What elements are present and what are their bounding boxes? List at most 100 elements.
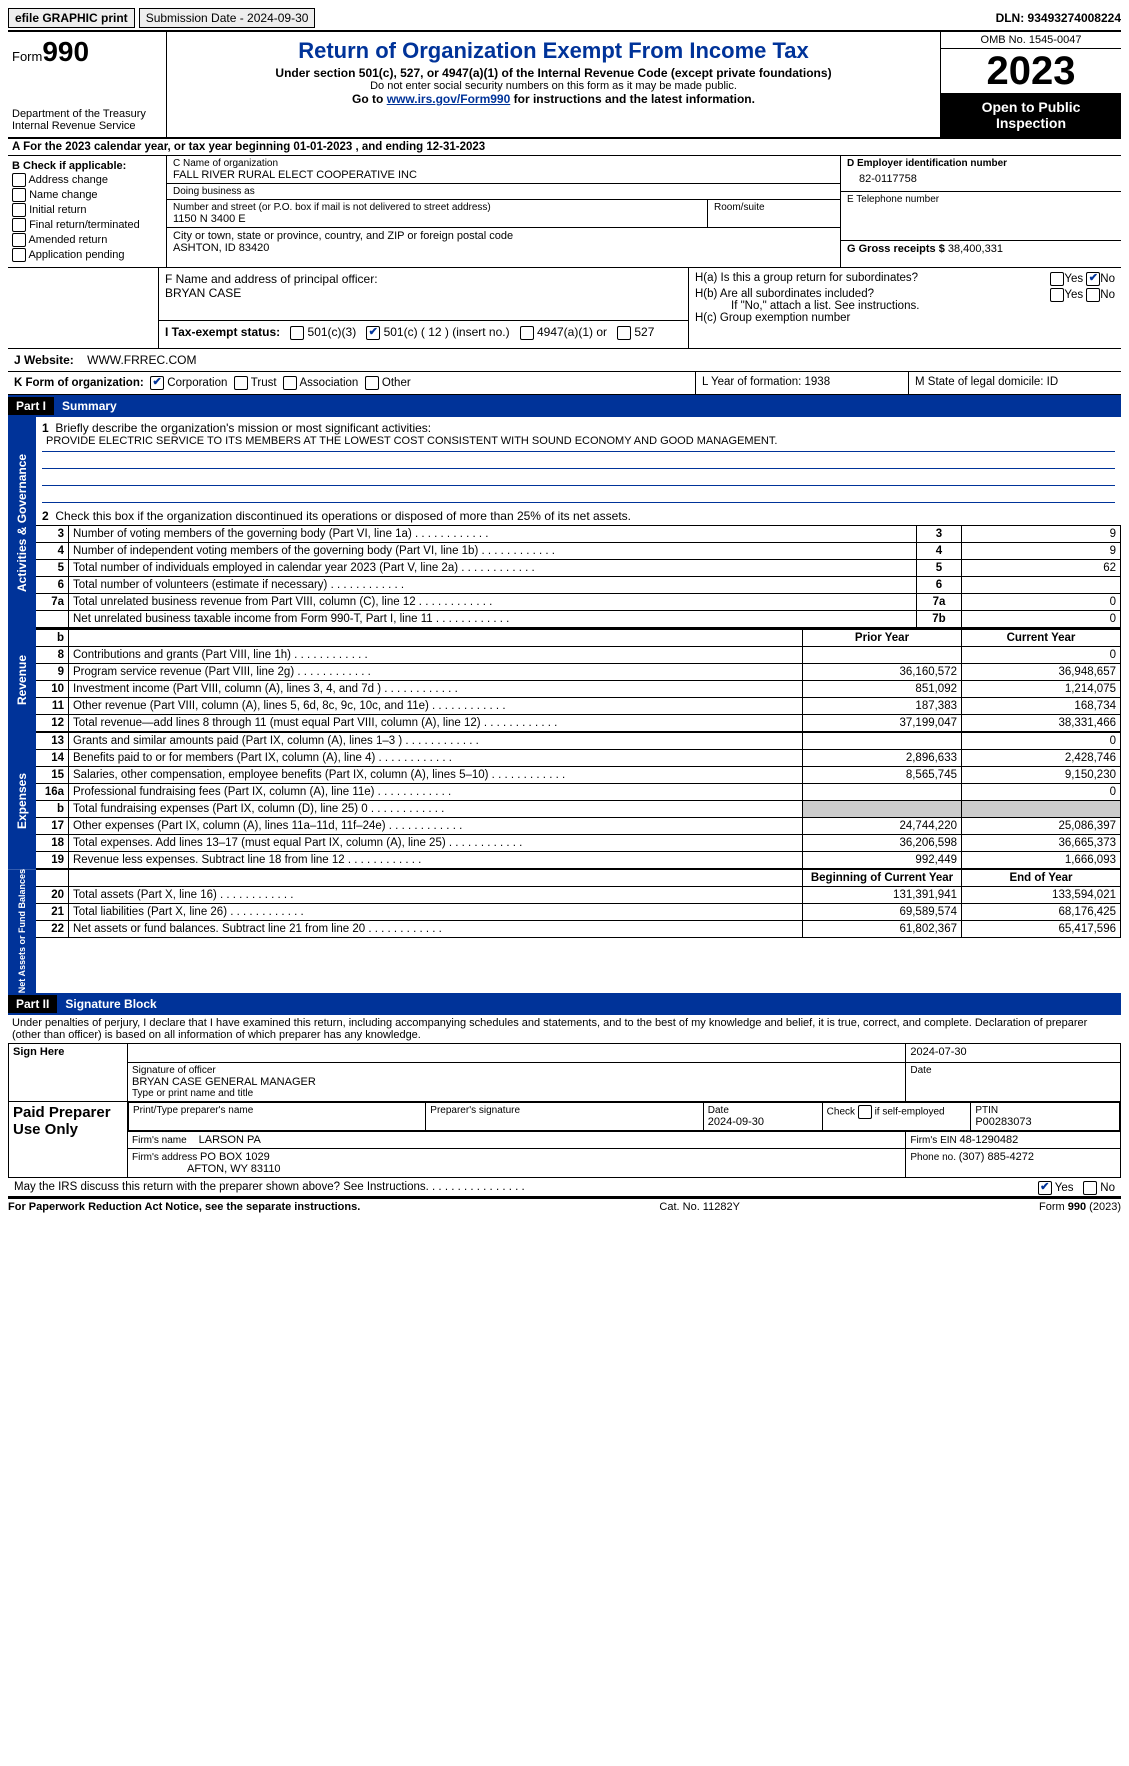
dln: DLN: 93493274008224 [996,11,1121,25]
check-amended-return[interactable] [12,233,26,247]
irs-link[interactable]: www.irs.gov/Form990 [387,92,511,106]
mission-text: PROVIDE ELECTRIC SERVICE TO ITS MEMBERS … [42,435,1115,452]
paperwork-notice: For Paperwork Reduction Act Notice, see … [8,1201,360,1213]
form-header: Form990 Department of the Treasury Inter… [8,32,1121,139]
expenses-table: 13Grants and similar amounts paid (Part … [36,732,1121,869]
form-title: Return of Organization Exempt From Incom… [171,38,936,64]
year-formation: 1938 [805,376,831,388]
firm-name-label: Firm's name [132,1135,189,1146]
preparer-sig-label: Preparer's signature [430,1105,698,1116]
state-domicile: ID [1047,376,1059,388]
check-501c[interactable] [366,326,380,340]
check-527[interactable] [617,326,631,340]
revenue-table: b Prior Year Current Year 8Contributions… [36,628,1121,732]
check-initial-return[interactable] [12,203,26,217]
check-self-employed[interactable] [858,1105,872,1119]
state-domicile-label: M State of legal domicile: [915,376,1047,388]
prep-date: 2024-09-30 [708,1116,764,1128]
net-assets-table: Beginning of Current Year End of Year 20… [36,869,1121,938]
efile-print-button[interactable]: efile GRAPHIC print [8,8,135,28]
preparer-name-label: Print/Type preparer's name [133,1105,421,1116]
hc-label: H(c) Group exemption number [695,312,1115,324]
dba-label: Doing business as [173,186,834,197]
firm-addr1: PO BOX 1029 [200,1151,270,1163]
dept-irs: Internal Revenue Service [12,120,162,132]
street-value: 1150 N 3400 E [173,213,701,225]
form-subtitle-1: Under section 501(c), 527, or 4947(a)(1)… [171,66,936,80]
ein-value: 82-0117758 [847,169,1115,189]
check-name-change[interactable] [12,188,26,202]
gross-receipts-value: 38,400,331 [948,243,1003,255]
top-bar: efile GRAPHIC print Submission Date - 20… [8,8,1121,32]
firm-name: LARSON PA [199,1134,261,1146]
gross-receipts-label: G Gross receipts $ [847,243,948,255]
row-a-tax-year: A For the 2023 calendar year, or tax yea… [8,139,1121,156]
firm-addr2: AFTON, WY 83110 [187,1163,281,1175]
ha-label: H(a) Is this a group return for subordin… [695,272,918,284]
ha-yes[interactable] [1050,272,1064,286]
year-formation-label: L Year of formation: [702,376,805,388]
website-value: WWW.FRREC.COM [87,353,196,367]
check-501c3[interactable] [290,326,304,340]
check-final-return[interactable] [12,218,26,232]
omb-number: OMB No. 1545-0047 [941,32,1121,49]
mission-label: Briefly describe the organization's miss… [55,421,431,435]
vlabel-revenue: Revenue [8,628,36,732]
paid-preparer-label: Paid Preparer Use Only [9,1102,128,1178]
firm-ein-label: Firm's EIN [910,1135,959,1146]
signature-block: Sign Here 2024-07-30 Signature of office… [8,1043,1121,1178]
date-label: Date [910,1065,1116,1076]
officer-name: BRYAN CASE [165,286,682,300]
end-year-header: End of Year [962,869,1121,886]
signature-intro: Under penalties of perjury, I declare th… [8,1015,1121,1043]
officer-signature: BRYAN CASE GENERAL MANAGER [132,1076,901,1088]
page-footer: For Paperwork Reduction Act Notice, see … [8,1197,1121,1213]
type-name-label: Type or print name and title [132,1088,901,1099]
ptin-label: PTIN [975,1105,1115,1116]
room-label: Room/suite [714,202,834,213]
hb-yes[interactable] [1050,288,1064,302]
discuss-no[interactable] [1083,1181,1097,1195]
begin-year-header: Beginning of Current Year [803,869,962,886]
ptin-value: P00283073 [975,1116,1031,1128]
firm-phone-label: Phone no. [910,1152,958,1163]
prior-year-header: Prior Year [803,629,962,647]
website-label: J Website: [14,353,77,367]
org-name-label: C Name of organization [173,158,834,169]
city-value: ASHTON, ID 83420 [173,242,834,254]
sig-officer-label: Signature of officer [132,1065,901,1076]
check-address-change[interactable] [12,173,26,187]
form-org-label: K Form of organization: [14,377,144,389]
line2-text: Check this box if the organization disco… [55,509,631,523]
tax-year: 2023 [941,49,1121,93]
firm-phone: (307) 885-4272 [959,1151,1034,1163]
street-label: Number and street (or P.O. box if mail i… [173,202,701,213]
check-association[interactable] [283,376,297,390]
vlabel-expenses: Expenses [8,732,36,869]
firm-addr-label: Firm's address [132,1152,200,1163]
discuss-question: May the IRS discuss this return with the… [14,1181,429,1193]
ha-no[interactable] [1086,272,1100,286]
check-trust[interactable] [234,376,248,390]
sign-here-label: Sign Here [9,1044,128,1102]
hb-no[interactable] [1086,288,1100,302]
current-year-header: Current Year [962,629,1121,647]
sign-date: 2024-07-30 [910,1046,966,1058]
vlabel-governance: Activities & Governance [8,417,36,628]
form-number: Form990 [12,36,162,68]
prep-date-label: Date [708,1105,818,1116]
governance-table: 3Number of voting members of the governi… [36,525,1121,628]
form-subtitle-2: Do not enter social security numbers on … [171,80,936,92]
check-4947a1[interactable] [520,326,534,340]
city-label: City or town, state or province, country… [173,230,834,242]
check-other[interactable] [365,376,379,390]
phone-label: E Telephone number [847,194,1115,205]
check-application-pending[interactable] [12,248,26,262]
hb-label: H(b) Are all subordinates included? [695,288,874,300]
catalog-number: Cat. No. 11282Y [659,1201,740,1213]
firm-ein: 48-1290482 [960,1134,1019,1146]
dept-treasury: Department of the Treasury [12,108,162,120]
check-corporation[interactable] [150,376,164,390]
ein-label: D Employer identification number [847,158,1115,169]
discuss-yes[interactable] [1038,1181,1052,1195]
